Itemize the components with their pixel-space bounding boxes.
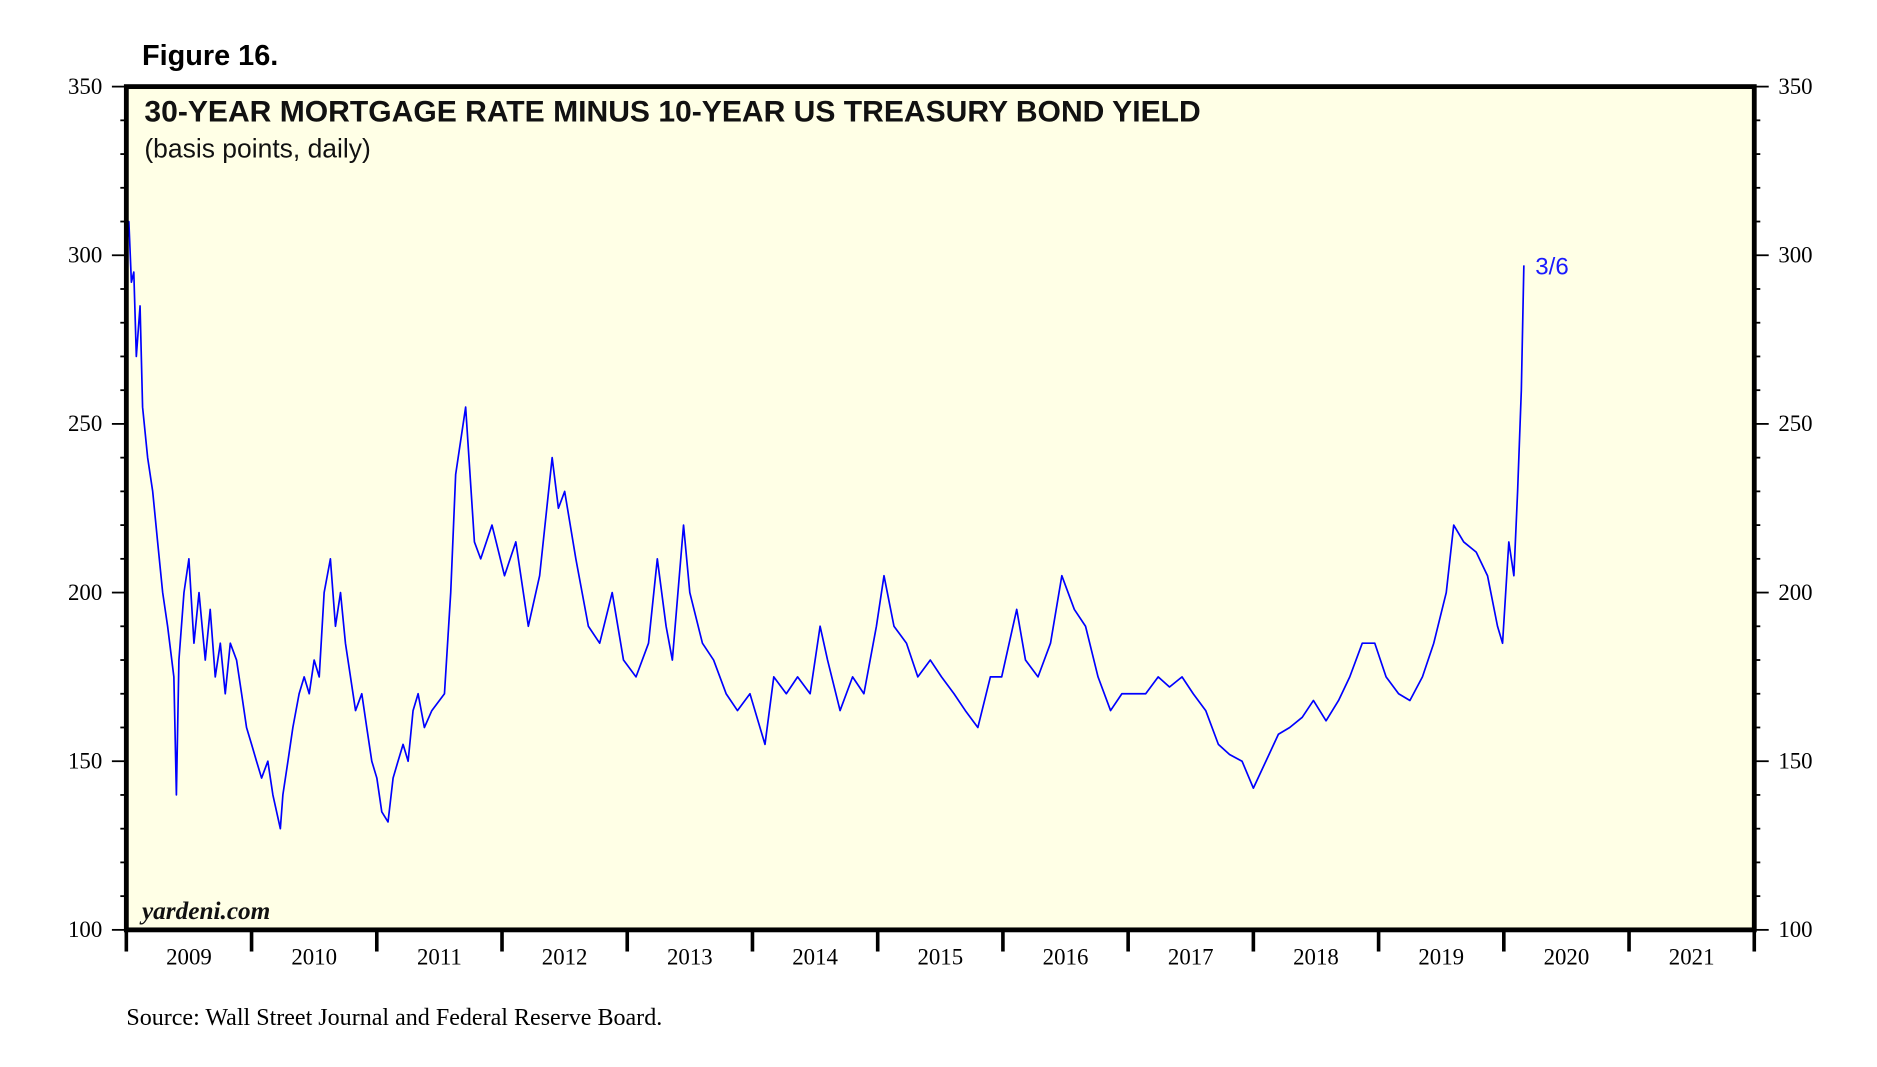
source-note: Source: Wall Street Journal and Federal … <box>126 1005 662 1031</box>
y-tick-label-left: 200 <box>68 580 102 605</box>
y-tick-label-left: 100 <box>68 917 102 942</box>
x-tick-label: 2019 <box>1418 945 1464 970</box>
x-tick-label: 2015 <box>917 945 963 970</box>
plot-frame <box>123 84 1757 933</box>
x-tick-label: 2020 <box>1544 945 1590 970</box>
x-tick-label: 2018 <box>1293 945 1339 970</box>
figure-label: Figure 16. <box>142 40 278 72</box>
y-tick-label-right: 300 <box>1778 242 1812 267</box>
y-tick-label-left: 250 <box>68 411 102 436</box>
x-tick-label: 2014 <box>792 945 838 970</box>
chart-subtitle: (basis points, daily) <box>144 134 370 164</box>
x-tick-label: 2009 <box>166 945 212 970</box>
x-tick-label: 2011 <box>417 945 462 970</box>
plot-area <box>126 86 1755 930</box>
axis-ticks: 100 100 150 150 200 200 250 250 300 300 350 350 2009… <box>68 74 1813 970</box>
watermark: yardeni.com <box>139 897 270 925</box>
y-tick-label-left: 300 <box>68 242 102 267</box>
x-tick-label: 2017 <box>1168 945 1214 970</box>
y-tick-label-left: 150 <box>68 748 102 773</box>
chart-title: 30-YEAR MORTGAGE RATE MINUS 10-YEAR US T… <box>144 95 1200 128</box>
x-tick-label: 2013 <box>667 945 713 970</box>
series-line <box>125 220 1525 830</box>
y-tick-label-right: 100 <box>1778 917 1812 942</box>
y-tick-label-right: 200 <box>1778 580 1812 605</box>
x-tick-label: 2016 <box>1043 945 1089 970</box>
y-tick-label-right: 150 <box>1778 748 1812 773</box>
end-annotation: 3/6 <box>1535 253 1568 280</box>
x-tick-label: 2021 <box>1669 945 1715 970</box>
y-tick-label-right: 350 <box>1778 74 1812 99</box>
y-tick-label-right: 250 <box>1778 411 1812 436</box>
y-tick-label-left: 350 <box>68 74 102 99</box>
x-tick-label: 2012 <box>542 945 588 970</box>
x-tick-label: 2010 <box>291 945 337 970</box>
